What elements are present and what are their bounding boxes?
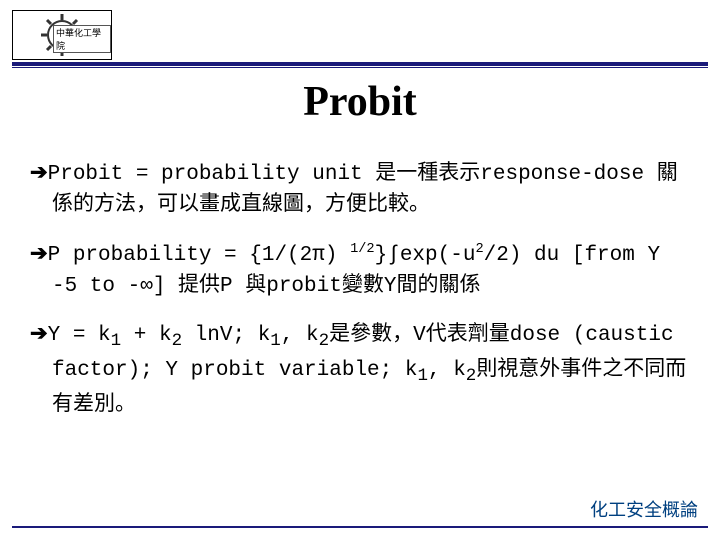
logo-box: 中華化工學院 [12,10,112,60]
bottom-horizontal-rule [12,526,708,528]
logo-label: 中華化工學院 [53,25,111,53]
arrow-icon: ➔ [30,322,48,345]
arrow-icon: ➔ [30,242,48,265]
arrow-icon: ➔ [30,161,48,184]
page-title: Probit [0,78,720,126]
bullet-item: ➔Y = k1 + k2 lnV; k1, k2是參數，V代表劑量dose (c… [30,319,690,420]
content-area: ➔Probit = probability unit 是一種表示response… [30,158,690,438]
top-horizontal-rule [12,62,708,68]
bullet-text: Y = k1 + k2 lnV; k1, k2是參數，V代表劑量dose (ca… [48,324,687,417]
bullet-item: ➔P probability = {1/(2π) 1/2}∫exp(-u2/2)… [30,239,690,302]
bullet-text: Probit = probability unit 是一種表示response-… [48,163,678,217]
footer-text: 化工安全概論 [590,496,698,522]
bullet-item: ➔Probit = probability unit 是一種表示response… [30,158,690,221]
bullet-text: P probability = {1/(2π) 1/2}∫exp(-u2/2) … [48,244,660,298]
